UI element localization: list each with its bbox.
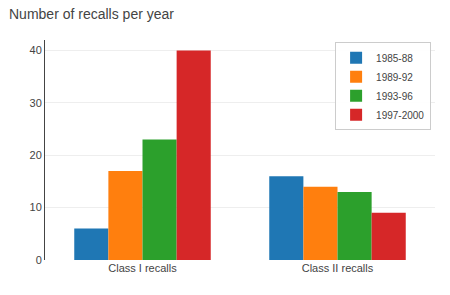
svg-text:0: 0 [36, 254, 42, 266]
svg-text:1993-96: 1993-96 [376, 91, 413, 102]
svg-text:10: 10 [30, 201, 42, 213]
svg-text:1985-88: 1985-88 [376, 53, 413, 64]
svg-text:20: 20 [30, 149, 42, 161]
svg-text:Number of recalls per year: Number of recalls per year [9, 6, 174, 22]
svg-text:1997-2000: 1997-2000 [376, 110, 424, 121]
svg-text:Class II recalls: Class II recalls [302, 262, 374, 274]
svg-text:1989-92: 1989-92 [376, 72, 413, 83]
svg-text:30: 30 [30, 97, 42, 109]
svg-text:40: 40 [30, 44, 42, 56]
svg-text:Class I recalls: Class I recalls [108, 262, 177, 274]
